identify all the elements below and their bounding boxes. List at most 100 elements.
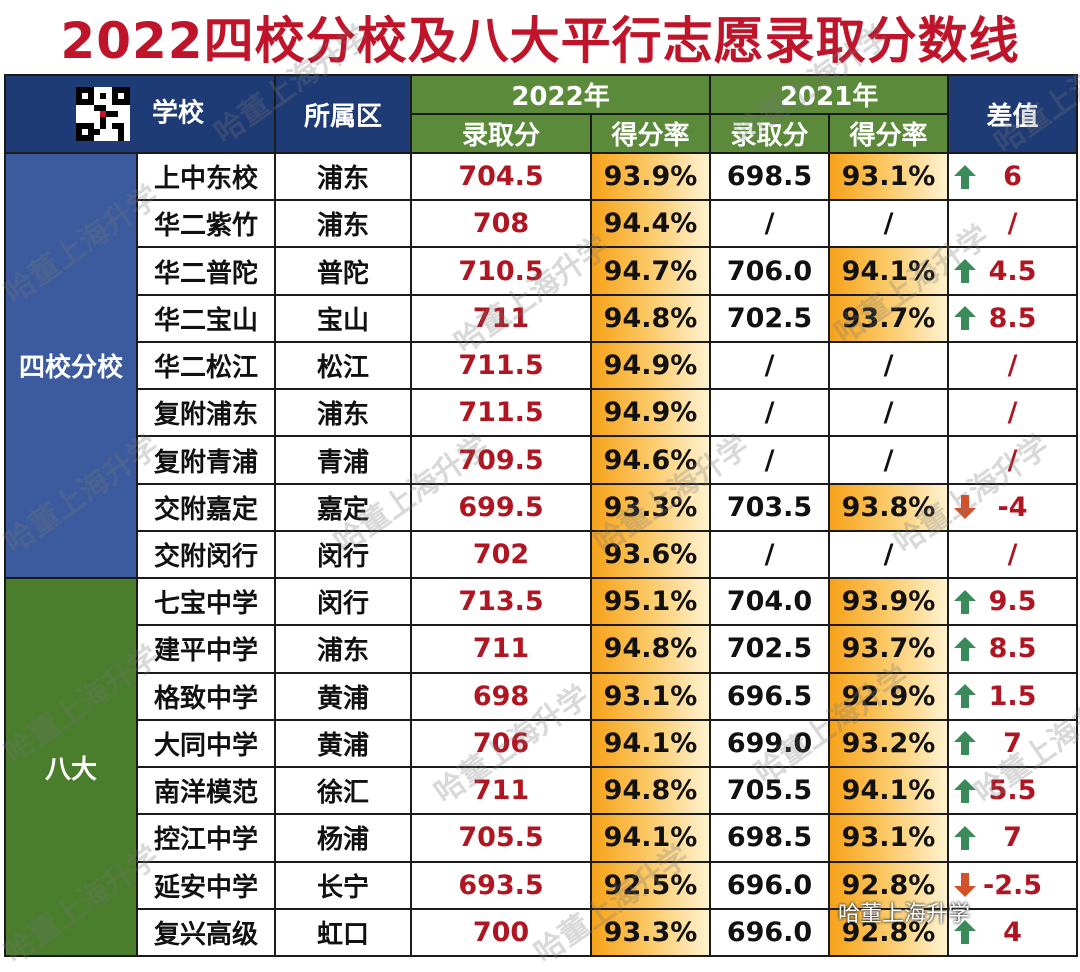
rate-2021-cell: 93.9% xyxy=(828,577,950,627)
header-school-label: 学校 xyxy=(152,98,205,129)
score-2022-cell: 713.5 xyxy=(410,577,593,627)
diff-cell: 4 xyxy=(947,907,1079,958)
diff-value: 5.5 xyxy=(988,775,1037,807)
diff-cell: 7 xyxy=(947,718,1079,769)
rate-2021-cell: 92.9% xyxy=(828,671,950,721)
school-cell: 延安中学 xyxy=(135,860,277,910)
score-2022-cell: 702 xyxy=(410,529,593,580)
district-cell: 浦东 xyxy=(274,199,413,249)
school-cell: 华二紫竹 xyxy=(135,199,277,249)
diff-cell: 5.5 xyxy=(947,766,1079,816)
group-label: 八大 xyxy=(4,577,138,957)
school-cell: 华二宝山 xyxy=(135,293,277,343)
rate-2022-cell: 93.1% xyxy=(590,671,712,721)
rate-2022-cell: 94.9% xyxy=(590,388,712,438)
school-cell: 复兴高级 xyxy=(135,907,277,958)
diff-cell: -2.5 xyxy=(947,860,1079,910)
diff-value: 9.5 xyxy=(988,586,1037,618)
table-row: 华二紫竹 浦东 708 94.4% / / / xyxy=(5,199,1079,249)
district-cell: 普陀 xyxy=(274,246,413,296)
diff-value: -2.5 xyxy=(982,869,1043,901)
rate-2021-cell: / xyxy=(828,388,950,438)
arrow-up-icon xyxy=(953,589,977,615)
rate-2022-cell: 94.8% xyxy=(590,766,712,816)
district-cell: 宝山 xyxy=(274,293,413,343)
district-cell: 浦东 xyxy=(274,151,413,202)
score-2021-cell: / xyxy=(709,529,831,580)
rate-2022-cell: 92.5% xyxy=(590,860,712,910)
table-row: 交附嘉定 嘉定 699.5 93.3% 703.5 93.8% -4 xyxy=(5,482,1079,532)
score-2022-cell: 699.5 xyxy=(410,482,593,532)
table-body: 四校分校 上中东校 浦东 704.5 93.9% 698.5 93.1% 6 华二紫竹 浦东 708… xyxy=(4,151,1079,958)
score-2021-cell: 706.0 xyxy=(709,246,831,296)
score-2021-cell: 696.5 xyxy=(709,671,831,721)
diff-cell: 9.5 xyxy=(947,577,1079,627)
rate-2022-cell: 95.1% xyxy=(590,577,712,627)
rate-2021-cell: / xyxy=(828,529,950,580)
district-cell: 浦东 xyxy=(274,388,413,438)
score-2022-cell: 711 xyxy=(410,624,593,674)
rate-2022-cell: 94.9% xyxy=(590,340,712,391)
rate-2022-cell: 94.1% xyxy=(590,813,712,863)
rate-2021-cell: / xyxy=(828,435,950,485)
table-row: 建平中学 浦东 711 94.8% 702.5 93.7% 8.5 xyxy=(5,624,1079,674)
rate-2022-cell: 94.4% xyxy=(590,199,712,249)
rate-2022-cell: 94.1% xyxy=(590,718,712,769)
diff-cell: 1.5 xyxy=(947,671,1079,721)
table-row: 复兴高级 虹口 700 93.3% 696.0 92.8% 4 xyxy=(5,907,1079,958)
rate-2021-cell: 93.1% xyxy=(828,151,950,202)
arrow-up-icon xyxy=(953,730,977,756)
rate-2022-cell: 93.6% xyxy=(590,529,712,580)
school-cell: 控江中学 xyxy=(135,813,277,863)
diff-value: 4 xyxy=(1003,916,1022,948)
rate-2021-cell: 93.1% xyxy=(828,813,950,863)
score-2021-cell: 702.5 xyxy=(709,624,831,674)
rate-2021-cell: 94.1% xyxy=(828,246,950,296)
arrow-up-icon xyxy=(953,164,977,190)
district-cell: 杨浦 xyxy=(274,813,413,863)
rate-2022-cell: 94.8% xyxy=(590,293,712,343)
arrow-down-icon xyxy=(953,494,977,520)
diff-value: 4.5 xyxy=(988,255,1037,287)
arrow-up-icon xyxy=(953,683,977,709)
arrow-up-icon xyxy=(953,636,977,662)
diff-value: / xyxy=(1007,538,1018,570)
header-district: 所属区 xyxy=(274,74,413,154)
diff-value: 7 xyxy=(1003,822,1022,854)
diff-cell: -4 xyxy=(947,482,1079,532)
table-row: 南洋模范 徐汇 711 94.8% 705.5 94.1% 5.5 xyxy=(5,766,1079,816)
school-cell: 上中东校 xyxy=(135,151,277,202)
header-score-2022: 录取分 xyxy=(410,113,593,154)
arrow-up-icon xyxy=(953,825,977,851)
district-cell: 松江 xyxy=(274,340,413,391)
diff-value: 7 xyxy=(1003,727,1022,759)
table-row: 华二普陀 普陀 710.5 94.7% 706.0 94.1% 4.5 xyxy=(5,246,1079,296)
qr-code-icon xyxy=(76,87,130,141)
diff-cell: / xyxy=(947,529,1079,580)
table-row: 延安中学 长宁 693.5 92.5% 696.0 92.8% -2.5 xyxy=(5,860,1079,910)
school-cell: 复附浦东 xyxy=(135,388,277,438)
header-rate-2021: 得分率 xyxy=(828,113,950,154)
school-cell: 华二普陀 xyxy=(135,246,277,296)
diff-cell: / xyxy=(947,340,1079,391)
rate-2021-cell: 93.2% xyxy=(828,718,950,769)
score-table: 学校 所属区 2022年 2021年 差值 录取分 得分率 录取分 得分率 四校… xyxy=(3,74,1079,958)
rate-2021-cell: / xyxy=(828,340,950,391)
table-row: 八大 七宝中学 闵行 713.5 95.1% 704.0 93.9% 9.5 xyxy=(4,577,1079,957)
table-row: 大同中学 黄浦 706 94.1% 699.0 93.2% 7 xyxy=(5,718,1079,769)
score-2021-cell: 698.5 xyxy=(709,151,831,202)
score-2022-cell: 711 xyxy=(410,293,593,343)
school-cell: 七宝中学 xyxy=(135,577,277,627)
diff-cell: / xyxy=(947,388,1079,438)
school-cell: 交附嘉定 xyxy=(135,482,277,532)
school-cell: 南洋模范 xyxy=(135,766,277,816)
score-2022-cell: 711.5 xyxy=(410,340,593,391)
diff-cell: 7 xyxy=(947,813,1079,863)
school-cell: 大同中学 xyxy=(135,718,277,769)
diff-cell: 4.5 xyxy=(947,246,1079,296)
rate-2022-cell: 93.3% xyxy=(590,482,712,532)
arrow-up-icon xyxy=(953,919,977,945)
district-cell: 虹口 xyxy=(274,907,413,958)
school-cell: 交附闵行 xyxy=(135,529,277,580)
score-2021-cell: 703.5 xyxy=(709,482,831,532)
